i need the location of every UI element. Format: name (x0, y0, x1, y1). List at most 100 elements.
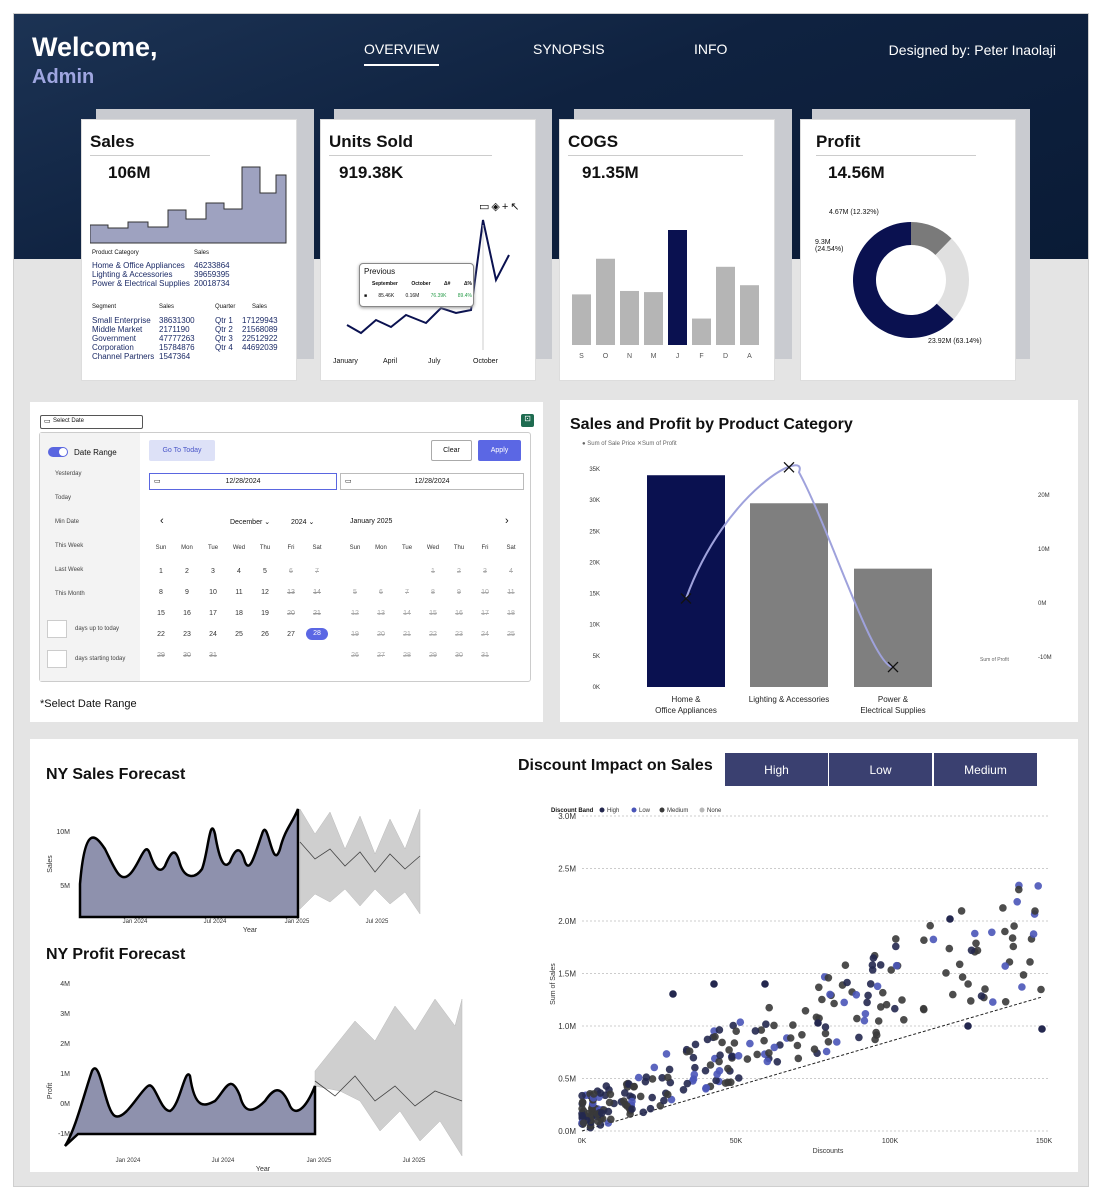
calendar-day[interactable]: 23 (183, 631, 191, 638)
calendar-day[interactable]: 15 (429, 610, 437, 617)
preset-option[interactable]: Yesterday (55, 471, 82, 477)
weekday-label: Thu (453, 545, 465, 551)
calendar-day[interactable]: 30 (183, 652, 191, 659)
calendar-day[interactable]: 15 (157, 610, 165, 617)
calendar-day[interactable]: 27 (377, 652, 385, 659)
calendar-day[interactable]: 1 (159, 568, 163, 575)
calendar-day[interactable]: 10 (209, 589, 217, 596)
calendar-day[interactable]: 21 (403, 631, 411, 638)
calendar-day[interactable]: 25 (235, 631, 243, 638)
clear-button[interactable]: Clear (431, 440, 472, 461)
calendar-day[interactable]: 29 (429, 652, 437, 659)
calendar-day[interactable]: 19 (351, 631, 359, 638)
apply-button[interactable]: Apply (478, 440, 521, 461)
calendar-day[interactable]: 27 (287, 631, 295, 638)
nav-synopsis[interactable]: SYNOPSIS (533, 41, 605, 57)
product-header: Product Category (92, 250, 139, 256)
low-button[interactable]: Low (829, 753, 932, 786)
calendar-day[interactable]: 19 (261, 610, 269, 617)
calendar-day[interactable]: 26 (351, 652, 359, 659)
year-select[interactable]: 2024 ⌄ (291, 519, 315, 526)
calendar-day[interactable]: 9 (457, 589, 461, 596)
calendar-day[interactable]: 21 (313, 610, 321, 617)
medium-button[interactable]: Medium (934, 753, 1037, 786)
cogs-bar (692, 318, 711, 345)
x-tick-label: Office Appliances (655, 706, 717, 715)
calendar-day[interactable]: 5 (263, 568, 267, 575)
calendar-day[interactable]: 12 (351, 610, 359, 617)
calendar-day[interactable]: 26 (261, 631, 269, 638)
start-date-input[interactable]: ▭ 12/28/2024 (149, 473, 337, 490)
calendar-day[interactable]: 8 (159, 589, 163, 596)
month-select[interactable]: December ⌄ (230, 519, 271, 526)
next-month-icon[interactable]: › (505, 515, 509, 527)
go-to-today-button[interactable]: Go To Today (149, 440, 215, 461)
calendar-day[interactable]: 6 (289, 568, 293, 575)
preset-option[interactable]: This Month (55, 591, 85, 597)
calendar-day[interactable]: 10 (481, 589, 489, 596)
calendar-day[interactable]: 24 (481, 631, 489, 638)
preset-option[interactable]: Today (55, 495, 72, 501)
calendar-day[interactable]: 29 (157, 652, 165, 659)
calendar-day[interactable]: 28 (306, 628, 328, 640)
high-button[interactable]: High (725, 753, 828, 786)
select-date-input[interactable]: ▭ Select Date (40, 415, 143, 429)
calendar-day[interactable]: 13 (287, 589, 295, 596)
calendar-day[interactable]: 28 (403, 652, 411, 659)
scatter-point (873, 982, 882, 991)
nav-overview[interactable]: OVERVIEW (364, 41, 440, 66)
calendar-day[interactable]: 4 (509, 568, 513, 575)
calendar-day[interactable]: 31 (481, 652, 489, 659)
scatter-point (892, 961, 901, 970)
calendar-day[interactable]: 1 (431, 568, 435, 575)
calendar-day[interactable]: 22 (157, 631, 165, 638)
preset-option[interactable]: This Week (55, 543, 84, 549)
calendar-day[interactable]: 16 (183, 610, 191, 617)
calendar-day[interactable]: 3 (211, 568, 215, 575)
cogs-title: COGS (568, 132, 619, 151)
calendar-day[interactable]: 6 (379, 589, 383, 596)
prev-month-icon[interactable]: ‹ (160, 515, 164, 527)
y-tick-label: 0.0M (558, 1127, 576, 1136)
calendar-day[interactable]: 11 (507, 589, 515, 596)
calendar-day[interactable]: 7 (405, 589, 409, 596)
calendar-day[interactable]: 12 (261, 589, 269, 596)
calendar-day[interactable]: 24 (209, 631, 217, 638)
calendar-day[interactable]: 18 (235, 610, 243, 617)
calendar-day[interactable]: 8 (431, 589, 435, 596)
days-up-input[interactable] (47, 620, 67, 638)
calendar-day[interactable]: 17 (481, 610, 489, 617)
date-range-toggle[interactable] (48, 447, 68, 457)
calendar-day[interactable]: 31 (209, 652, 217, 659)
calendar-day[interactable]: 16 (455, 610, 463, 617)
calendar-day[interactable]: 3 (483, 568, 487, 575)
calendar-day[interactable]: 17 (209, 610, 217, 617)
calendar-day[interactable]: 22 (429, 631, 437, 638)
calendar-day[interactable]: 14 (313, 589, 321, 596)
export-icon[interactable]: ⊡ (521, 414, 534, 427)
calendar-day[interactable]: 20 (377, 631, 385, 638)
calendar-day[interactable]: 14 (403, 610, 411, 617)
calendar-day[interactable]: 9 (185, 589, 189, 596)
calendar-day[interactable]: 2 (185, 568, 189, 575)
end-date-input[interactable]: ▭ 12/28/2024 (340, 473, 524, 490)
days-starting-input[interactable] (47, 650, 67, 668)
calendar-day[interactable]: 4 (237, 568, 241, 575)
visual-toolbar-icon[interactable]: ▭◈+↖ (479, 201, 522, 213)
calendar-day[interactable]: 23 (455, 631, 463, 638)
calendar-day[interactable]: 18 (507, 610, 515, 617)
calendar-day[interactable]: 25 (507, 631, 515, 638)
calendar-day[interactable]: 20 (287, 610, 295, 617)
calendar-day[interactable]: 11 (235, 589, 243, 596)
preset-option[interactable]: Last Week (55, 567, 84, 573)
preset-option[interactable]: Min Date (55, 519, 80, 525)
calendar-day[interactable]: 30 (455, 652, 463, 659)
scatter-point (852, 991, 861, 999)
calendar-day[interactable]: 5 (353, 589, 357, 596)
calendar-day[interactable]: 7 (315, 568, 319, 575)
cogs-month-label: F (699, 353, 703, 360)
nav-info[interactable]: INFO (694, 41, 728, 57)
scatter-point (843, 978, 851, 987)
calendar-day[interactable]: 2 (457, 568, 461, 575)
calendar-day[interactable]: 13 (377, 610, 385, 617)
